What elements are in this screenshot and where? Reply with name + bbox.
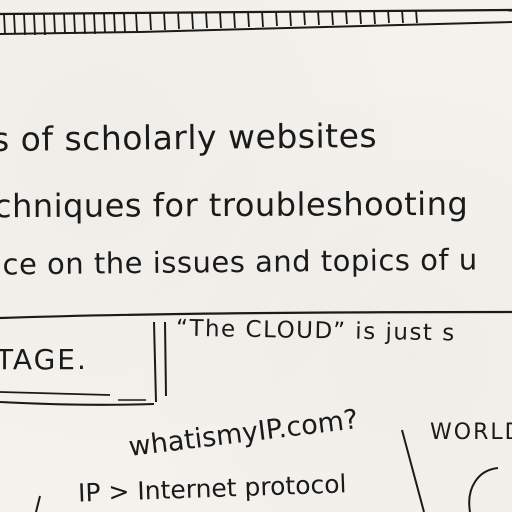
cloud-quote: “The CLOUD” is just s — [175, 315, 456, 347]
top-border-hatching — [3, 9, 418, 36]
storage-box-right-edge — [153, 321, 157, 403]
note-line-scholarly-websites: s of scholarly websites — [0, 115, 378, 160]
top-border-line — [0, 8, 512, 16]
note-line-troubleshooting: chniques for troubleshooting — [0, 184, 469, 226]
ip-bullet-mark — [35, 495, 41, 512]
top-border-line-2 — [0, 21, 512, 35]
storage-box-right-edge-2 — [164, 321, 167, 397]
column-separator — [401, 429, 425, 512]
storage-box-bottom-edge — [0, 401, 155, 406]
storage-word-underline — [0, 391, 111, 396]
world-label: WORLD — [430, 420, 512, 445]
world-sketch-arc — [468, 467, 499, 512]
section-divider — [0, 310, 512, 320]
storage-heading: TAGE. — [0, 343, 88, 376]
note-line-issues-topics: ice on the issues and topics of u — [0, 242, 478, 282]
